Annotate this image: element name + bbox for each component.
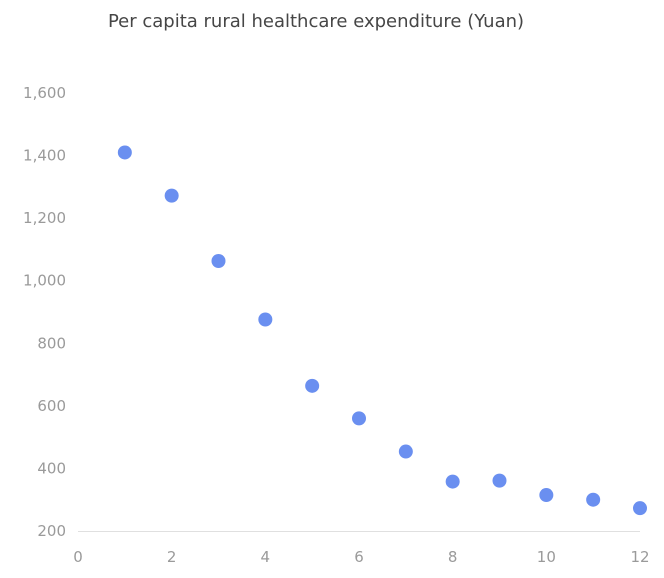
data-point[interactable]	[305, 379, 319, 393]
y-tick-label: 1,000	[23, 272, 66, 290]
x-tick-label: 2	[167, 548, 177, 566]
data-point[interactable]	[586, 493, 600, 507]
x-tick-label: 8	[448, 548, 458, 566]
data-point[interactable]	[165, 189, 179, 203]
y-tick-label: 1,200	[23, 209, 66, 227]
data-point[interactable]	[539, 488, 553, 502]
y-tick-label: 400	[37, 459, 66, 477]
chart-title: Per capita rural healthcare expenditure …	[108, 11, 524, 32]
y-tick-label: 1,400	[23, 147, 66, 165]
data-point[interactable]	[118, 145, 132, 159]
x-tick-label: 10	[537, 548, 556, 566]
x-tick-label: 0	[73, 548, 83, 566]
y-tick-label: 1,600	[23, 84, 66, 102]
x-tick-label: 4	[261, 548, 271, 566]
data-point[interactable]	[399, 445, 413, 459]
data-points	[118, 145, 647, 515]
y-tick-label: 200	[37, 522, 66, 540]
x-tick-label: 6	[354, 548, 364, 566]
data-point[interactable]	[633, 501, 647, 515]
data-point[interactable]	[493, 474, 507, 488]
y-axis: 200 400 600 800 1,000 1,200 1,400 1,600	[23, 84, 66, 540]
y-tick-label: 600	[37, 397, 66, 415]
y-tick-label: 800	[37, 334, 66, 352]
data-point[interactable]	[352, 411, 366, 425]
x-tick-label: 12	[630, 548, 649, 566]
data-point[interactable]	[212, 254, 226, 268]
data-point[interactable]	[446, 475, 460, 489]
x-axis: 0 2 4 6 8 10 12	[73, 532, 649, 567]
data-point[interactable]	[258, 313, 272, 327]
